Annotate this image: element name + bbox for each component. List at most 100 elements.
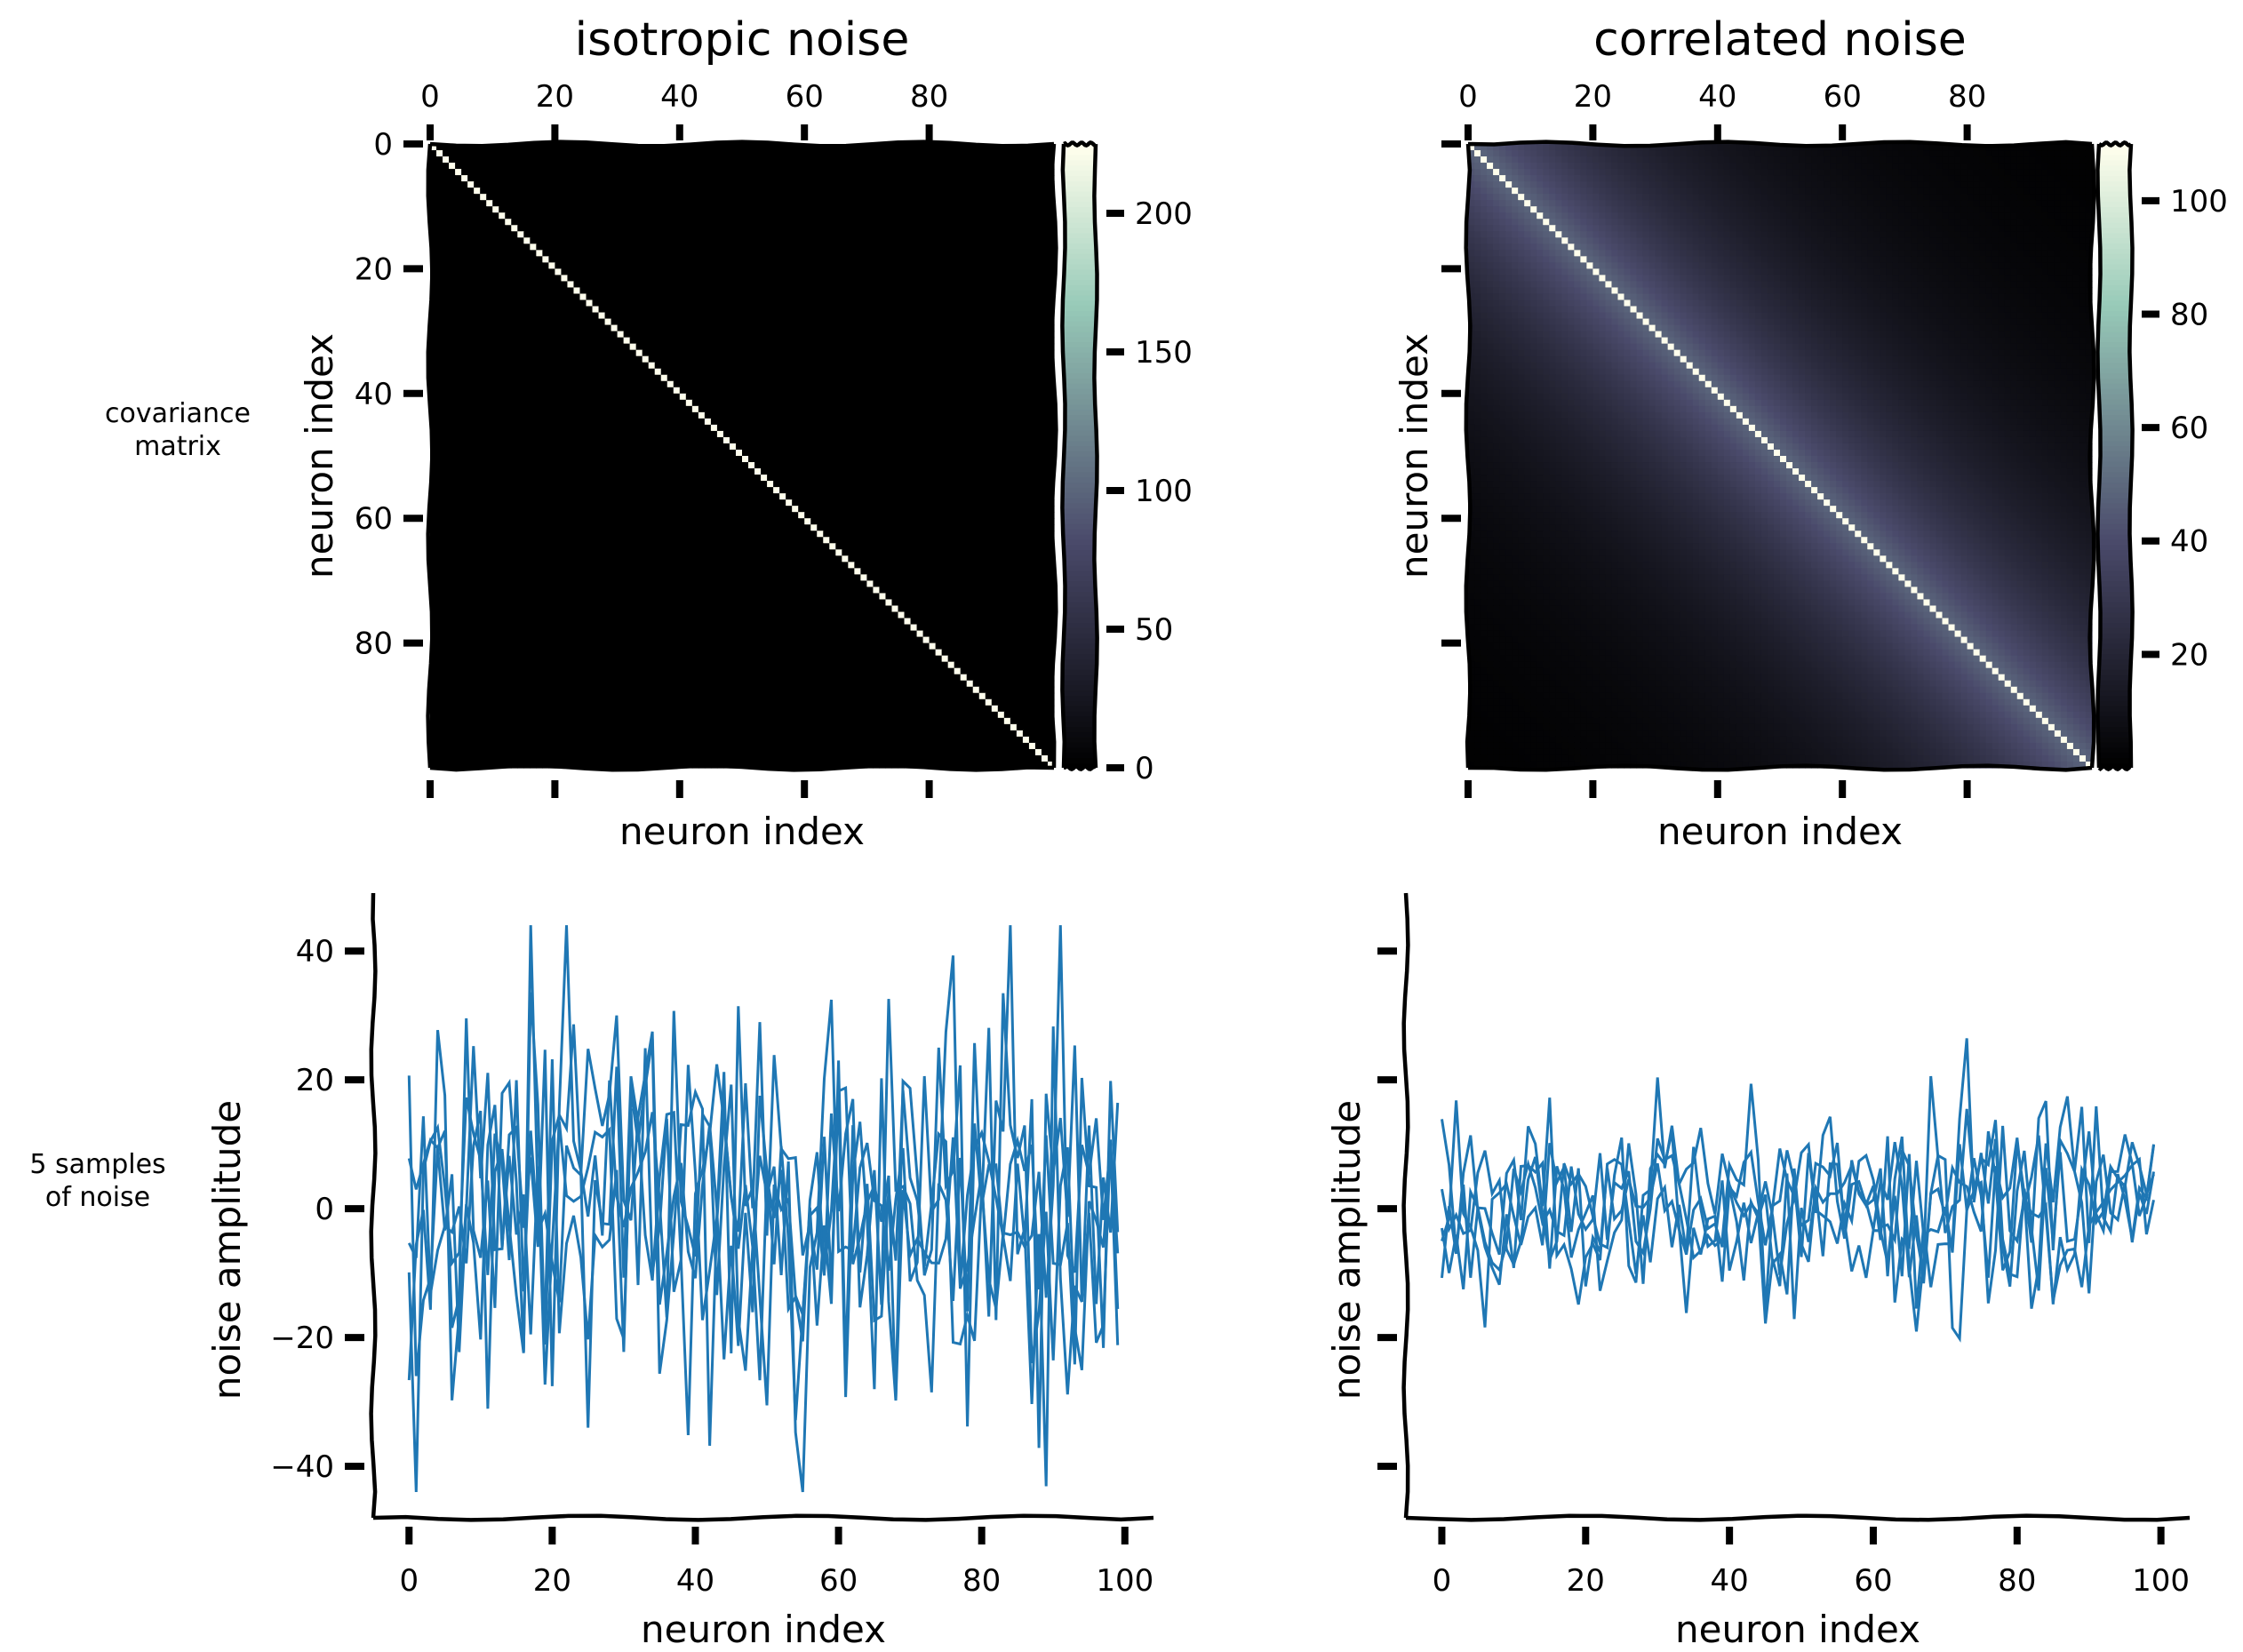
heatmap-cell — [829, 243, 836, 251]
heatmap-cell — [517, 169, 524, 176]
heatmap-cell — [1034, 275, 1042, 283]
heatmap-cell — [935, 188, 943, 195]
heatmap-cell — [1028, 362, 1036, 370]
heatmap-cell — [480, 243, 487, 251]
heatmap-cell — [891, 387, 899, 395]
heatmap-cell — [935, 287, 943, 295]
heatmap-cell — [829, 169, 836, 176]
heatmap-cell — [530, 362, 537, 370]
heatmap-cell — [860, 331, 867, 339]
heatmap-cell — [517, 306, 524, 314]
heatmap-cell — [436, 349, 443, 357]
heatmap-cell — [848, 368, 855, 376]
heatmap-cell — [786, 449, 793, 457]
heatmap-cell — [960, 150, 968, 157]
heatmap-cell — [991, 250, 999, 257]
heatmap-cell — [817, 212, 824, 219]
heatmap-cell — [761, 349, 768, 357]
heatmap-cell — [667, 368, 674, 376]
heatmap-cell — [673, 169, 681, 176]
heatmap-cell — [978, 343, 986, 351]
heatmap-cell — [443, 430, 450, 438]
heatmap-cell — [430, 349, 437, 357]
heatmap-cell — [654, 194, 662, 201]
heatmap-cell — [611, 355, 619, 363]
heatmap-cell — [1010, 443, 1018, 451]
heatmap-cell — [486, 188, 493, 195]
heatmap-cell — [449, 156, 456, 164]
heatmap-cell — [773, 424, 780, 432]
heatmap-cell — [848, 268, 855, 276]
heatmap-cell — [829, 306, 836, 314]
heatmap-cell — [691, 256, 699, 263]
heatmap-cell — [698, 225, 706, 232]
heatmap-cell — [885, 424, 893, 432]
heatmap-cell — [648, 368, 656, 376]
heatmap-cell — [505, 293, 512, 301]
heatmap-cell — [555, 368, 563, 376]
heatmap-cell — [898, 144, 906, 151]
heatmap-cell — [860, 324, 867, 332]
heatmap-cell — [935, 387, 943, 395]
heatmap-cell — [804, 206, 811, 213]
heatmap-cell — [1028, 200, 1036, 207]
heatmap-cell — [804, 150, 811, 157]
heatmap-cell — [848, 262, 855, 269]
heatmap-cell — [635, 362, 643, 370]
heatmap-cell — [1034, 306, 1042, 314]
heatmap-cell — [873, 331, 881, 339]
heatmap-cell — [530, 225, 537, 232]
heatmap-cell — [592, 449, 600, 457]
heatmap-cell — [929, 163, 937, 170]
heatmap-cell — [623, 225, 631, 232]
heatmap-cell — [1028, 175, 1036, 182]
heatmap-cell — [486, 169, 493, 176]
heatmap-cell — [523, 418, 531, 426]
heatmap-cell — [486, 250, 493, 257]
heatmap-cell — [691, 430, 699, 438]
heatmap-cell — [866, 411, 874, 419]
heatmap-cell — [997, 324, 1005, 332]
heatmap-cell — [804, 200, 811, 207]
heatmap-cell — [443, 169, 450, 176]
heatmap-cell — [586, 355, 594, 363]
heatmap-cell — [947, 144, 955, 151]
heatmap-cell — [854, 355, 861, 363]
heatmap-cell — [592, 312, 600, 320]
heatmap-cell — [467, 299, 475, 307]
heatmap-cell — [436, 275, 443, 283]
heatmap-cell — [779, 324, 786, 332]
heatmap-cell — [722, 343, 730, 351]
heatmap-cell — [611, 287, 619, 295]
heatmap-cell — [767, 225, 774, 232]
heatmap-cell — [685, 287, 693, 295]
heatmap-cell — [1028, 225, 1036, 232]
heatmap-cell — [511, 169, 518, 176]
heatmap-cell — [530, 175, 537, 182]
heatmap-cell — [648, 337, 656, 345]
heatmap-cell — [898, 324, 906, 332]
heatmap-cell — [710, 299, 718, 307]
heatmap-cell — [648, 275, 656, 283]
heatmap-cell — [866, 206, 874, 213]
heatmap-cell — [710, 219, 718, 226]
heatmap-cell — [910, 256, 918, 263]
heatmap-cell — [910, 194, 918, 201]
heatmap-cell — [742, 449, 749, 457]
heatmap-cell — [804, 424, 811, 432]
heatmap-cell — [748, 355, 755, 363]
heatmap-cell — [449, 169, 456, 176]
heatmap-cell — [879, 250, 887, 257]
heatmap-cell — [810, 368, 818, 376]
heatmap-cell — [1034, 181, 1042, 188]
heatmap-cell — [523, 318, 531, 326]
heatmap-cell — [555, 374, 563, 382]
heatmap-cell — [561, 156, 569, 164]
heatmap-cell — [735, 312, 743, 320]
heatmap-cell — [910, 349, 918, 357]
heatmap-cell — [623, 349, 631, 357]
heatmap-cell — [1016, 262, 1024, 269]
heatmap-cell — [966, 312, 974, 320]
heatmap-cell — [754, 449, 762, 457]
heatmap-cell — [561, 200, 569, 207]
